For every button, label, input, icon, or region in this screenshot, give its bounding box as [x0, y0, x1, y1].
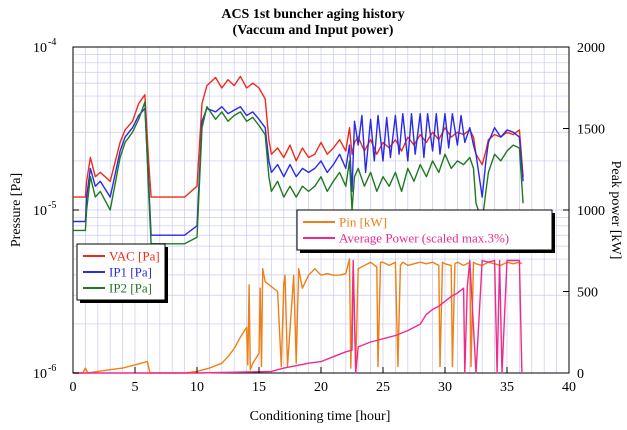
series-line-pin-kw [73, 258, 523, 374]
left-tick-label: 10 [33, 41, 47, 56]
chart-subtitle: (Vaccum and Input power) [233, 23, 394, 38]
legend-label: VAC [Pa] [109, 249, 160, 264]
x-tick-label: 30 [438, 380, 452, 395]
right-axis-label: Peak power [kW] [608, 161, 623, 260]
right-tick-label: 1500 [577, 123, 605, 138]
x-tick-label: 5 [132, 380, 139, 395]
legend-pressure: VAC [Pa]IP1 [Pa]IP2 [Pa] [76, 243, 168, 303]
x-tick-label: 0 [70, 380, 77, 395]
left-tick-label: 10 [33, 204, 47, 219]
x-tick-label: 25 [376, 380, 390, 395]
x-tick-label: 20 [314, 380, 328, 395]
series-line-ip2-pa [73, 101, 524, 245]
right-tick-label: 500 [577, 286, 598, 301]
x-tick-label: 35 [500, 380, 514, 395]
series-line-ip1-pa [73, 105, 524, 236]
left-tick-exponent: -6 [48, 363, 56, 374]
legend-label: IP1 [Pa] [109, 265, 152, 280]
left-tick-exponent: -5 [48, 200, 56, 211]
left-axis-label: Pressure [Pa] [9, 173, 24, 247]
legend-label: Average Power (scaled max.3%) [339, 231, 509, 246]
right-tick-label: 2000 [577, 41, 605, 56]
right-tick-label: 1000 [577, 204, 605, 219]
x-tick-label: 40 [562, 380, 576, 395]
legend-label: IP2 [Pa] [109, 281, 152, 296]
legend-box [296, 209, 553, 251]
legend-label: Pin [kW] [339, 215, 387, 230]
left-tick-exponent: -4 [48, 37, 56, 48]
power-series [73, 258, 523, 374]
x-axis-label: Conditioning time [hour] [250, 409, 391, 424]
x-tick-label: 10 [190, 380, 204, 395]
left-tick-label: 10 [33, 367, 47, 382]
pressure-series [73, 75, 524, 245]
x-tick-label: 15 [252, 380, 266, 395]
legend-power: Pin [kW]Average Power (scaled max.3%) [296, 209, 555, 253]
series-line-average-power-scaled-max-3 [73, 259, 523, 374]
chart-title: ACS 1st buncher aging history [221, 7, 404, 22]
right-tick-label: 0 [577, 367, 584, 382]
